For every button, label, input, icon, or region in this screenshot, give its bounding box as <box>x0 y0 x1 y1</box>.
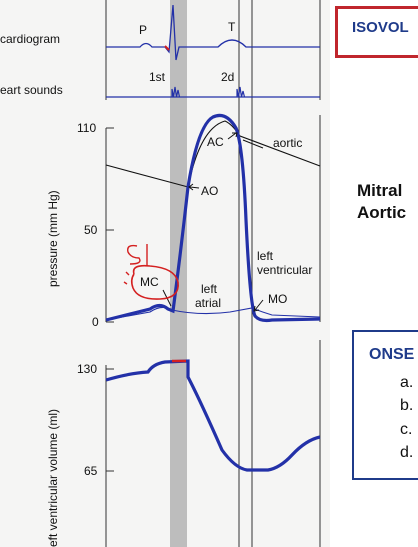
ecg-row-label: cardiogram <box>0 32 61 46</box>
ao-event-label: AO <box>201 184 219 198</box>
mc-event-label: MC <box>140 275 159 289</box>
volume-tick-label-130: 130 <box>77 362 98 376</box>
onset-title: ONSE <box>369 346 415 363</box>
aortic-curve-label: aortic <box>273 136 303 150</box>
slide-title-text: ISOVOL <box>352 19 409 36</box>
left-ventricular-label-line2: ventricular <box>257 263 313 277</box>
left-ventricular-pressure-curve <box>105 113 321 323</box>
first-heart-sound-burst <box>171 86 181 98</box>
left-atrial-pressure-curve <box>105 306 321 321</box>
left-ventricular-volume-curve <box>105 359 321 472</box>
pressure-axis-title: pressure (mm Hg) <box>46 190 60 287</box>
onset-item-c: c. <box>400 421 413 438</box>
wiggers-diagram: S1 cardiogram eart sounds P T 1st 2d 110… <box>0 0 330 547</box>
first-heart-sound-label: 1st <box>149 70 166 84</box>
ao-arrowhead <box>188 183 194 191</box>
ecg-trace <box>106 4 320 61</box>
second-heart-sound-label: 2d <box>221 70 235 84</box>
onset-box: ONSE a. b. c. d. <box>352 330 418 480</box>
pressure-tick-label-50: 50 <box>84 223 98 237</box>
valves-text-aortic: Aortic <box>357 203 407 222</box>
aortic-pressure-curve <box>105 120 321 188</box>
volume-tick-label-65: 65 <box>84 464 98 478</box>
ac-arrow <box>227 132 237 140</box>
t-wave-label: T <box>228 20 236 34</box>
aortic-label-pointer <box>242 139 264 149</box>
mo-event-label: MO <box>268 292 288 306</box>
annotation-ticks <box>123 271 130 285</box>
heart-sounds-row-label: eart sounds <box>0 83 63 97</box>
onset-item-a: a. <box>400 374 414 391</box>
s1-handwriting-s <box>127 244 141 265</box>
slide-title-box: ISOVOL <box>335 6 418 58</box>
ao-arrow <box>189 186 200 189</box>
onset-item-b: b. <box>400 397 414 414</box>
left-atrial-label-line2: atrial <box>195 296 222 310</box>
left-atrial-label-line1: left <box>201 282 218 296</box>
onset-item-d: d. <box>400 444 414 461</box>
ac-arrowhead <box>232 132 238 138</box>
ecg-marker <box>164 45 170 51</box>
mo-arrow <box>254 299 264 311</box>
ac-event-label: AC <box>207 135 224 149</box>
left-ventricular-label-line1: left <box>257 249 274 263</box>
valves-text-mitral: Mitral <box>357 181 403 200</box>
pressure-tick-label-0: 0 <box>92 315 99 329</box>
volume-axis-title: eft ventricular volume (ml) <box>46 408 60 547</box>
second-heart-sound-burst <box>236 86 246 98</box>
mo-arrowhead <box>253 305 260 312</box>
p-wave-label: P <box>139 23 148 37</box>
wiggers-diagram-graphics: S1 <box>105 0 321 547</box>
pressure-tick-label-110: 110 <box>77 121 97 135</box>
